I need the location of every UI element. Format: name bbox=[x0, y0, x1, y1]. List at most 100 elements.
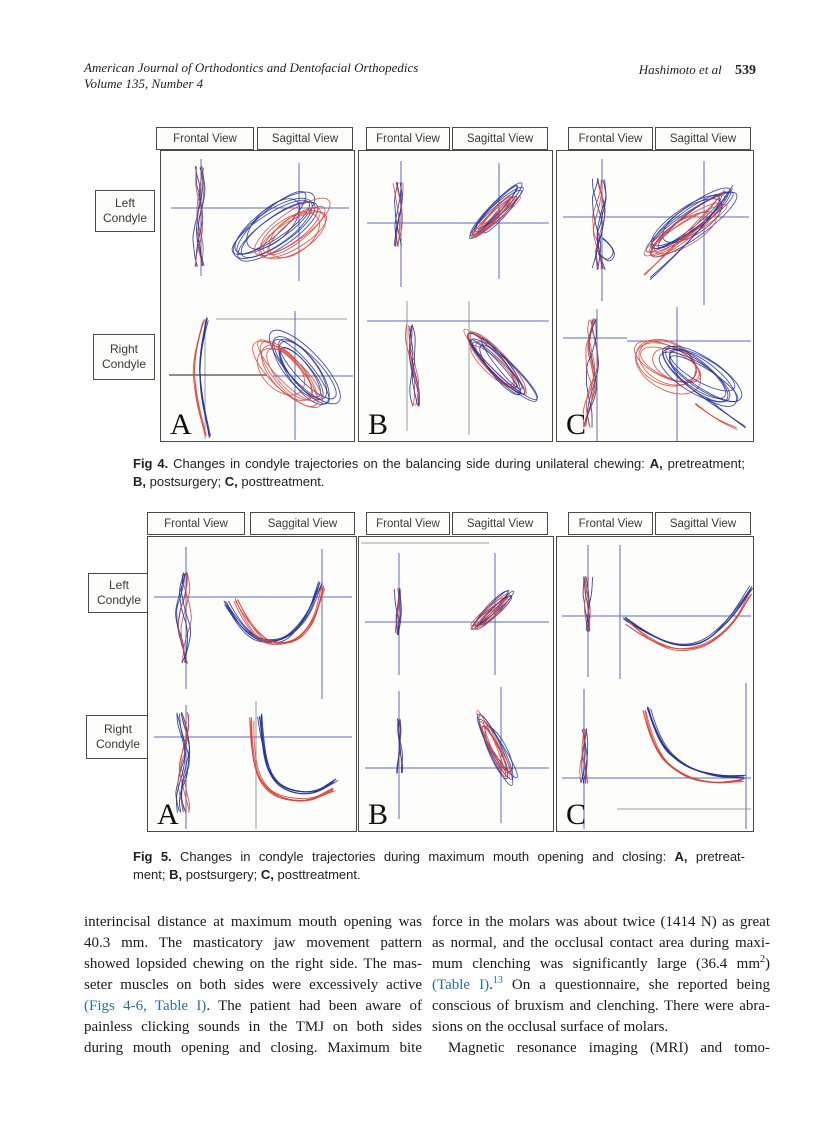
text-segment: force in the molars was about twice (141… bbox=[432, 914, 770, 930]
text-segment: 2 bbox=[760, 954, 765, 965]
text-segment: posttreatment. bbox=[273, 867, 361, 882]
text-segment: showed lopsided chewing on the right sid… bbox=[84, 956, 422, 972]
fig4-panelB-frontal-view-label: Frontal View bbox=[366, 127, 450, 150]
journal-volume: Volume 135, Number 4 bbox=[84, 75, 204, 91]
journal-header: American Journal of Orthodontics and Den… bbox=[84, 60, 418, 91]
fig5-panel-b-letter: B bbox=[368, 798, 389, 831]
text-segment: . The patient had been aware of bbox=[206, 998, 423, 1014]
fig4-panel-a-trajectory-plot bbox=[169, 159, 353, 440]
label-line: Condyle bbox=[102, 211, 148, 225]
text-segment: pretreat- bbox=[687, 849, 745, 864]
fig5-panel-b-trajectory-plot bbox=[361, 542, 549, 823]
fig5-right-condyle-label: Right Condyle bbox=[86, 715, 150, 759]
text-line: showed lopsided chewing on the right sid… bbox=[84, 954, 422, 975]
body-right-column: force in the molars was about twice (141… bbox=[432, 912, 770, 1059]
bold-text: A, bbox=[674, 849, 688, 864]
text-line: during mouth opening and closing. Maximu… bbox=[84, 1038, 422, 1059]
journal-title: American Journal of Orthodontics and Den… bbox=[84, 60, 419, 75]
bold-text: C, bbox=[224, 474, 238, 489]
label-line: Condyle bbox=[101, 357, 147, 371]
fig5-panelC-frontal-view-label: Frontal View bbox=[568, 512, 653, 535]
text-segment: . bbox=[489, 977, 493, 993]
label-line: Left bbox=[108, 578, 129, 592]
text-line: force in the molars was about twice (141… bbox=[432, 912, 770, 933]
fig4-right-condyle-label: Right Condyle bbox=[93, 334, 155, 380]
citation-link[interactable]: (Figs 4-6, Table I) bbox=[84, 998, 207, 1014]
label-line: Left bbox=[114, 196, 135, 210]
label-line: Condyle bbox=[96, 593, 142, 607]
text-segment: seter muscles on both sides were excessi… bbox=[84, 977, 422, 993]
fig5-panelA-frontal-view-label: Frontal View bbox=[147, 512, 245, 535]
fig4-panel-c-letter: C bbox=[566, 408, 587, 441]
bold-text: A, bbox=[649, 456, 663, 471]
fig4-panelC-frontal-view-label: Frontal View bbox=[568, 127, 653, 150]
label-line: Right bbox=[103, 722, 132, 736]
text-segment: interincisal distance at maximum mouth o… bbox=[84, 914, 422, 930]
fig5-panel-a-trajectory-plot bbox=[154, 547, 352, 829]
fig4-panel-c-trajectory-plot bbox=[563, 159, 751, 441]
text-segment: posttreatment. bbox=[237, 474, 325, 489]
text-segment: painless clicking sounds in the TMJ on b… bbox=[84, 1019, 422, 1035]
text-segment: sions on the occlusal surface of molars. bbox=[432, 1019, 669, 1035]
fig4-left-condyle-label: Left Condyle bbox=[95, 190, 155, 232]
fig4-panel-b: B bbox=[358, 150, 553, 442]
text-segment: conscious of bruxism and clenching. Ther… bbox=[432, 998, 770, 1014]
fig4-panelA-sagittal-view-label: Sagittal View bbox=[257, 127, 353, 150]
text-segment: as normal, and the occlusal contact area… bbox=[432, 935, 770, 951]
fig4-panelB-sagittal-view-label: Sagittal View bbox=[452, 127, 548, 150]
fig5-panel-c-trajectory-plot bbox=[562, 545, 753, 829]
text-line: Magnetic resonance imaging (MRI) and tom… bbox=[432, 1038, 770, 1059]
citation-link[interactable]: (Table I) bbox=[432, 977, 490, 993]
text-line: B, postsurgery; C, posttreatment. bbox=[133, 473, 745, 491]
fig4-panel-c: C bbox=[556, 150, 754, 442]
text-segment: Magnetic resonance imaging (MRI) and tom… bbox=[448, 1040, 770, 1056]
text-line: as normal, and the occlusal contact area… bbox=[432, 933, 770, 954]
fig5-panelB-sagittal-view-label: Sagittal View bbox=[452, 512, 548, 535]
label-line: Right bbox=[109, 342, 138, 356]
text-line: Fig 5. Changes in condyle trajectories d… bbox=[133, 848, 745, 866]
text-segment: during mouth opening and closing. Maximu… bbox=[84, 1040, 422, 1056]
fig4-panelC-sagittal-view-label: Sagittal View bbox=[655, 127, 751, 150]
bold-text: C, bbox=[260, 867, 274, 882]
fig4-panel-a: A bbox=[160, 150, 355, 442]
bold-text: B, bbox=[169, 867, 183, 882]
text-segment: postsurgery; bbox=[146, 474, 225, 489]
text-line: mum clenching was significantly large (3… bbox=[432, 954, 770, 975]
text-line: seter muscles on both sides were excessi… bbox=[84, 975, 422, 996]
text-segment: Changes in condyle trajectories during m… bbox=[171, 849, 675, 864]
text-segment: postsurgery; bbox=[182, 867, 261, 882]
text-segment: pretreatment; bbox=[662, 456, 745, 471]
fig4-panelA-frontal-view-label: Frontal View bbox=[156, 127, 254, 150]
fig5-left-condyle-label: Left Condyle bbox=[88, 573, 150, 613]
running-head: Hashimoto et al 539 bbox=[639, 62, 756, 79]
fig5-panelC-sagittal-view-label: Sagittal View bbox=[655, 512, 751, 535]
text-segment: ) bbox=[765, 956, 770, 972]
fig4-panel-b-trajectory-plot bbox=[367, 161, 549, 435]
bold-text: B, bbox=[133, 474, 146, 489]
text-line: conscious of bruxism and clenching. Ther… bbox=[432, 996, 770, 1017]
fig4-panel-a-letter: A bbox=[170, 408, 192, 441]
fig5-panel-a-letter: A bbox=[157, 798, 179, 831]
body-left-column: interincisal distance at maximum mouth o… bbox=[84, 912, 422, 1059]
fig5-panel-c: C bbox=[556, 536, 754, 832]
text-segment: ment; bbox=[133, 867, 170, 882]
fig5-panelB-frontal-view-label: Frontal View bbox=[366, 512, 450, 535]
text-line: ment; B, postsurgery; C, posttreatment. bbox=[133, 866, 745, 884]
running-authors: Hashimoto et al bbox=[638, 62, 722, 77]
fig5-panel-c-letter: C bbox=[566, 798, 587, 831]
text-line: interincisal distance at maximum mouth o… bbox=[84, 912, 422, 933]
page-number: 539 bbox=[735, 63, 756, 78]
fig5-panelA-sagittal-view-label: Saggital View bbox=[250, 512, 355, 535]
fig5-caption: Fig 5. Changes in condyle trajectories d… bbox=[133, 848, 745, 884]
text-segment: Changes in condyle trajectories on the b… bbox=[168, 456, 650, 471]
text-segment: On a questionnaire, she reported being bbox=[502, 977, 771, 993]
text-line: (Figs 4-6, Table I). The patient had bee… bbox=[84, 996, 422, 1017]
text-line: 40.3 mm. The masticatory jaw movement pa… bbox=[84, 933, 422, 954]
text-line: (Table I).13 On a questionnaire, she rep… bbox=[432, 975, 770, 996]
label-line: Condyle bbox=[95, 737, 141, 751]
citation-link[interactable]: 13 bbox=[492, 975, 503, 986]
text-line: Fig 4. Changes in condyle trajectories o… bbox=[133, 455, 745, 473]
bold-text: Fig 5. bbox=[133, 849, 172, 864]
bold-text: Fig 4. bbox=[133, 456, 169, 471]
